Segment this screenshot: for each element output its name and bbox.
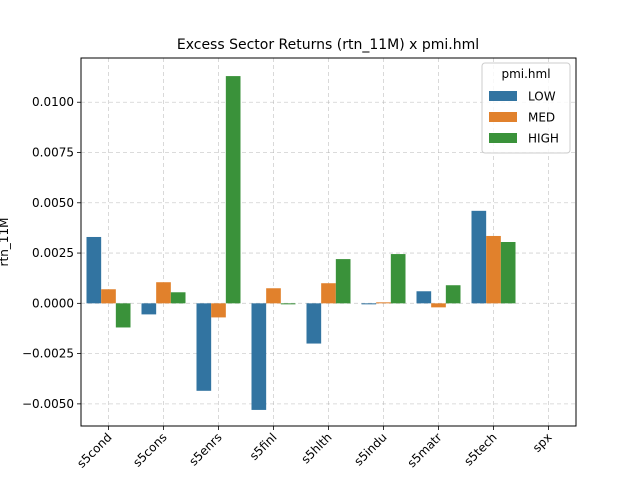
legend-swatch-low — [489, 91, 517, 101]
y-tick-label: −0.0050 — [22, 397, 74, 411]
y-tick-label: 0.0100 — [32, 95, 74, 109]
x-axis: s5cond s5cons s5enrs s5finl s5hlth s5indu s5ma… — [74, 426, 555, 471]
y-axis: −0.0050 −0.0025 0.0000 0.0025 0.0050 0.0075 0.… — [22, 95, 81, 411]
y-axis-label: rtn_11M — [0, 218, 11, 267]
x-tick-label: spx — [530, 430, 555, 455]
grid — [81, 58, 576, 426]
y-tick-label: −0.0025 — [22, 347, 74, 361]
y-tick-label: 0.0075 — [32, 146, 74, 160]
x-tick-label: s5cond — [74, 430, 114, 470]
bar-low-s5hlth — [306, 303, 322, 344]
bar-high-s5matr — [445, 285, 461, 304]
legend-title: pmi.hml — [501, 67, 550, 81]
x-tick-label: s5tech — [461, 430, 499, 468]
x-tick-label: s5finl — [247, 430, 280, 463]
bar-med-s5indu — [376, 302, 391, 304]
y-tick-label: 0.0000 — [32, 296, 74, 310]
bar-high-s5indu — [390, 254, 406, 304]
bar-high-s5hlth — [335, 259, 351, 304]
x-tick-label: s5cons — [130, 430, 169, 469]
bar-low-s5tech — [471, 210, 487, 304]
legend-swatch-med — [489, 112, 517, 122]
bar-low-s5finl — [251, 303, 267, 410]
legend-swatch-high — [489, 133, 517, 143]
bar-high-s5cons — [170, 292, 186, 304]
bar-med-s5cons — [156, 282, 171, 304]
bar-high-s5cond — [115, 303, 131, 328]
x-tick-label: s5matr — [405, 430, 445, 470]
bar-low-s5indu — [361, 303, 377, 305]
bar-low-s5matr — [416, 291, 432, 304]
bar-high-s5tech — [500, 242, 516, 304]
bars — [86, 76, 516, 410]
legend-label-low: LOW — [528, 90, 556, 104]
bar-med-s5enrs — [211, 303, 226, 318]
y-tick-label: 0.0025 — [32, 246, 74, 260]
bar-med-s5cond — [101, 289, 116, 304]
bar-med-s5hlth — [321, 283, 336, 304]
bar-high-s5finl — [280, 303, 296, 305]
bar-med-s5tech — [486, 235, 501, 304]
bar-low-s5cons — [141, 303, 157, 315]
legend-label-high: HIGH — [528, 132, 559, 146]
bar-low-s5enrs — [196, 303, 212, 391]
bar-med-s5finl — [266, 288, 281, 304]
y-tick-label: 0.0050 — [32, 196, 74, 210]
legend-label-med: MED — [528, 111, 555, 125]
legend-frame — [481, 62, 571, 154]
chart-title: Excess Sector Returns (rtn_11M) x pmi.hm… — [177, 37, 479, 53]
bar-high-s5enrs — [225, 76, 241, 304]
legend: pmi.hml LOW MED HIGH — [481, 62, 571, 154]
x-tick-label: s5hlth — [298, 430, 334, 466]
x-tick-label: s5enrs — [186, 430, 224, 468]
x-tick-label: s5indu — [351, 430, 389, 468]
bar-med-s5matr — [431, 303, 446, 308]
bar-low-s5cond — [86, 236, 102, 304]
